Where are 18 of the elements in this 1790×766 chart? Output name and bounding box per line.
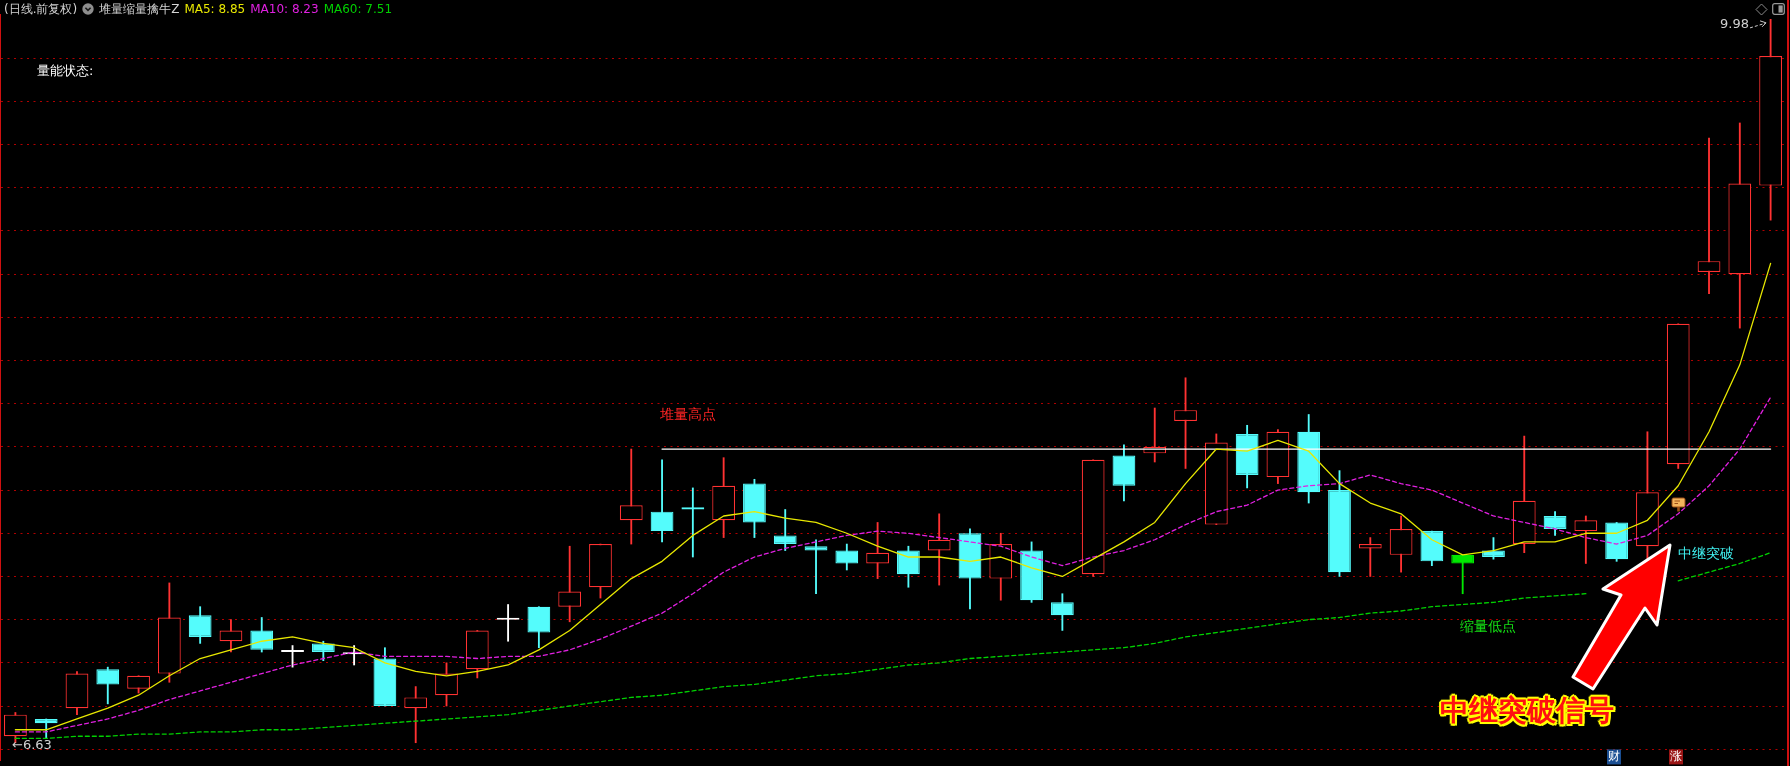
annotation: 量能状态: [37, 62, 94, 79]
chart-subtitle: 堆量缩量擒牛Z [99, 1, 180, 16]
annotation: 涨 [1670, 749, 1682, 764]
candlestick [1697, 137, 1721, 294]
text: MA60: 7.51 [323, 1, 393, 16]
annotation: 中继突破 [1678, 545, 1734, 562]
annotation: 堆量高点 [660, 406, 716, 423]
chart-title: (日线.前复权) [4, 1, 78, 16]
text: MA5: 8.85 [184, 1, 246, 16]
annotation: 9.98 [1720, 15, 1749, 32]
candlestick [804, 539, 828, 595]
candlestick [619, 448, 643, 545]
annotation: 财 [1608, 749, 1620, 764]
annotation: ←6.63 [12, 736, 52, 752]
annotation: 中继突破信号 [1440, 693, 1614, 728]
text: MA10: 8.23 [250, 1, 319, 16]
annotation: 缩量低点 [1460, 618, 1516, 635]
candlestick [1358, 537, 1382, 577]
